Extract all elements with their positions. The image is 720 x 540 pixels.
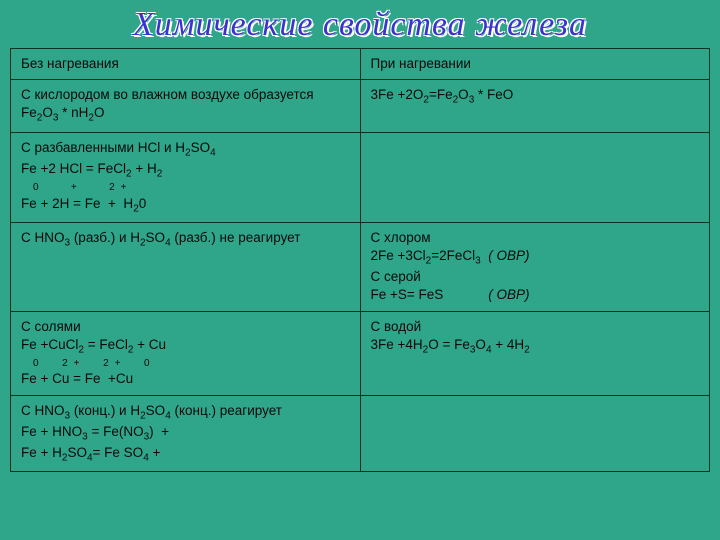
text: С солямиFe +CuCl2 = FeCl2 + Cu [21,319,166,352]
cell-hno3-conc-right [360,395,710,472]
cell-hcl-left: С разбавленными HCl и H2SO4Fe +2 HCl = F… [11,132,361,222]
table-row: С разбавленными HCl и H2SO4Fe +2 HCl = F… [11,132,710,222]
table-row: С HNO3 (разб.) и H2SO4 (разб.) не реагир… [11,222,710,311]
table-row: С HNO3 (конц.) и H2SO4 (конц.) реагирует… [11,395,710,472]
text: С кислородом во влажном воздухе образует… [21,87,314,120]
table-row: С солямиFe +CuCl2 = FeCl2 + Cu 0 2+ 2+ 0… [11,311,710,395]
cell-header-left: Без нагревания [11,49,361,80]
charges: 0 + 2+ [21,181,350,195]
cell-oxygen-left: С кислородом во влажном воздухе образует… [11,80,361,132]
cell-hcl-right [360,132,710,222]
text: С HNO3 (разб.) и H2SO4 (разб.) не реагир… [21,230,300,245]
table-row: Без нагревания При нагревании [11,49,710,80]
cell-salts-left: С солямиFe +CuCl2 = FeCl2 + Cu 0 2+ 2+ 0… [11,311,361,395]
charges: 0 2+ 2+ 0 [21,357,350,371]
text: С HNO3 (конц.) и H2SO4 (конц.) реагирует… [21,403,282,460]
cell-chlorine-right: С хлором2Fe +3Cl2=2FeCl3 ( ОВР)С серойFe… [360,222,710,311]
text: 3Fe +2O2=Fe2O3 * FeO [371,87,514,102]
table-row: С кислородом во влажном воздухе образует… [11,80,710,132]
cell-hno3-conc-left: С HNO3 (конц.) и H2SO4 (конц.) реагирует… [11,395,361,472]
cell-oxygen-right: 3Fe +2O2=Fe2O3 * FeO [360,80,710,132]
text: С разбавленными HCl и H2SO4Fe +2 HCl = F… [21,140,216,176]
text: Fe + 2H = Fe + H20 [21,196,146,211]
properties-table: Без нагревания При нагревании С кислород… [10,48,710,472]
text: С водой3Fe +4H2O = Fe3O4 + 4H2 [371,319,530,352]
text: Fe + Cu = Fe +Cu [21,371,133,386]
text: С хлором2Fe +3Cl2=2FeCl3 ( ОВР)С серойFe… [371,230,530,303]
page-title: Химические свойства железа [0,0,720,48]
cell-hno3-dilute-left: С HNO3 (разб.) и H2SO4 (разб.) не реагир… [11,222,361,311]
cell-water-right: С водой3Fe +4H2O = Fe3O4 + 4H2 [360,311,710,395]
cell-header-right: При нагревании [360,49,710,80]
